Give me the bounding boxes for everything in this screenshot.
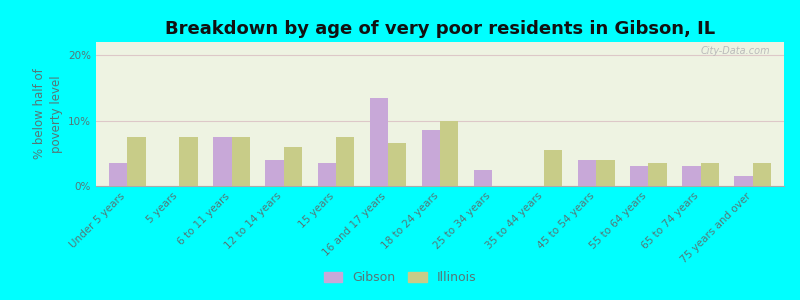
Y-axis label: % below half of
poverty level: % below half of poverty level [33, 69, 62, 159]
Bar [734, 176, 753, 186]
Bar [179, 137, 198, 186]
Bar [336, 137, 354, 186]
Text: City-Data.com: City-Data.com [701, 46, 770, 56]
Bar [440, 121, 458, 186]
Bar [266, 160, 284, 186]
Bar [284, 147, 302, 186]
Bar [370, 98, 388, 186]
Bar [388, 143, 406, 186]
Bar [753, 163, 771, 186]
Bar [474, 169, 492, 186]
Bar [214, 137, 231, 186]
Bar [231, 137, 250, 186]
Bar [701, 163, 719, 186]
Bar [649, 163, 666, 186]
Bar [544, 150, 562, 186]
Bar [596, 160, 614, 186]
Bar [109, 163, 127, 186]
Bar [630, 167, 649, 186]
Legend: Gibson, Illinois: Gibson, Illinois [320, 267, 480, 288]
Title: Breakdown by age of very poor residents in Gibson, IL: Breakdown by age of very poor residents … [165, 20, 715, 38]
Bar [318, 163, 336, 186]
Bar [422, 130, 440, 186]
Bar [578, 160, 596, 186]
Bar [682, 167, 701, 186]
Bar [127, 137, 146, 186]
